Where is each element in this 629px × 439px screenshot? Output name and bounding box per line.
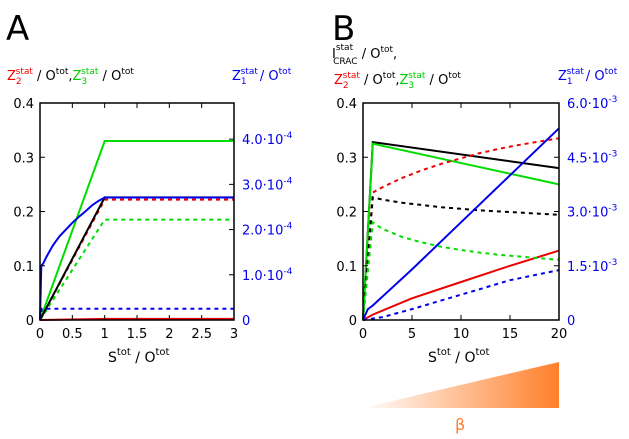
panel-b-letter: B: [332, 9, 355, 49]
panel-b-right-ylabel: Z1stat / Otot: [558, 67, 618, 87]
y-tick-label: 0.1: [336, 260, 357, 275]
x-tick-label: 3: [230, 327, 238, 342]
panel-a-left-ylabel: Z2stat / Otot,Z3stat / Otot: [7, 67, 134, 87]
x-tick-label: 5: [408, 327, 416, 342]
x-tick-label: 1.5: [127, 327, 148, 342]
panel-a-right-ylabel: Z1stat / Otot: [232, 67, 292, 87]
panel-b-z2: Z: [334, 73, 343, 88]
panel-a-xlabel: Stot / Otot: [108, 347, 170, 366]
series-blue-solid-line: [362, 127, 560, 321]
y2-tick-label: 2.0·10-4: [242, 222, 293, 239]
series-blue-solid-line: [39, 196, 234, 321]
y-tick-label: 0.1: [13, 260, 34, 275]
series-black-solid-line: [39, 196, 234, 321]
panel-a-z2: Z: [7, 69, 16, 84]
y2-tick-label: 6.0·10-3: [567, 95, 617, 112]
series-red-dashed-line: [362, 137, 560, 321]
panel-b-plot: 0 5 10 15 2000.10.20.30.401.5·10-33.0·10-34.…: [336, 95, 617, 342]
x-tick-label: 1: [101, 327, 109, 342]
y-tick-label: 0.3: [13, 151, 34, 166]
series-green-solid-line: [39, 140, 234, 321]
y-tick-label: 0.3: [336, 151, 357, 166]
y2-tick-label: 0: [242, 314, 250, 329]
panel-b-top-label: Istat CRAC / Otot,: [332, 43, 397, 67]
x-tick-label: 15: [502, 327, 519, 342]
x-tick-label: 10: [453, 327, 470, 342]
y2-tick-label: 4.5·10-3: [567, 149, 617, 166]
y2-tick-label: 0: [567, 314, 575, 329]
x-tick-label: 20: [551, 327, 568, 342]
series-black-dashed-line: [362, 196, 560, 321]
y2-tick-label: 4.0·10-4: [242, 131, 293, 148]
y2-tick-label: 1.0·10-4: [242, 267, 293, 284]
y-tick-label: 0: [26, 314, 34, 329]
y2-tick-label: 1.5·10-3: [567, 258, 617, 275]
y-tick-label: 0.4: [13, 97, 34, 112]
panel-a-z3: Z: [73, 69, 82, 84]
y2-tick-label: 3.0·10-3: [567, 204, 617, 221]
y-tick-label: 0.2: [13, 206, 34, 221]
panel-a-plot: 0 0.5 1 1.5 2 2.5 300.10.20.30.401.0·10-42.0·1…: [13, 97, 292, 342]
panel-b-xlabel: Stot / Otot: [428, 347, 490, 366]
x-tick-label: 0: [359, 327, 367, 342]
y-tick-label: 0.4: [336, 97, 357, 112]
series-red-solid-line: [362, 249, 560, 321]
panel-b-left-ylabel: Z2stat / Otot,Z3stat / Otot: [334, 71, 461, 91]
series-black-solid-line: [362, 140, 560, 321]
series-green-dashed-line: [39, 218, 234, 321]
y-tick-label: 0: [349, 314, 357, 329]
y-tick-label: 0.2: [336, 206, 357, 221]
y2-tick-label: 3.0·10-4: [242, 176, 293, 193]
series-green-dashed-line: [362, 220, 560, 321]
x-tick-label: 0.5: [62, 327, 83, 342]
x-tick-label: 0: [36, 327, 44, 342]
x-tick-label: 2.5: [191, 327, 212, 342]
beta-label: β: [455, 415, 465, 434]
panel-a-letter: A: [6, 9, 29, 49]
series-green-solid-line: [362, 142, 560, 321]
series-red-dashed-line: [39, 198, 234, 321]
series-blue-dashed-line: [362, 269, 560, 321]
beta-gradient-wedge: [362, 362, 559, 408]
x-tick-label: 2: [165, 327, 173, 342]
panel-b-z3: Z: [400, 73, 409, 88]
plot-frame: [39, 102, 235, 321]
